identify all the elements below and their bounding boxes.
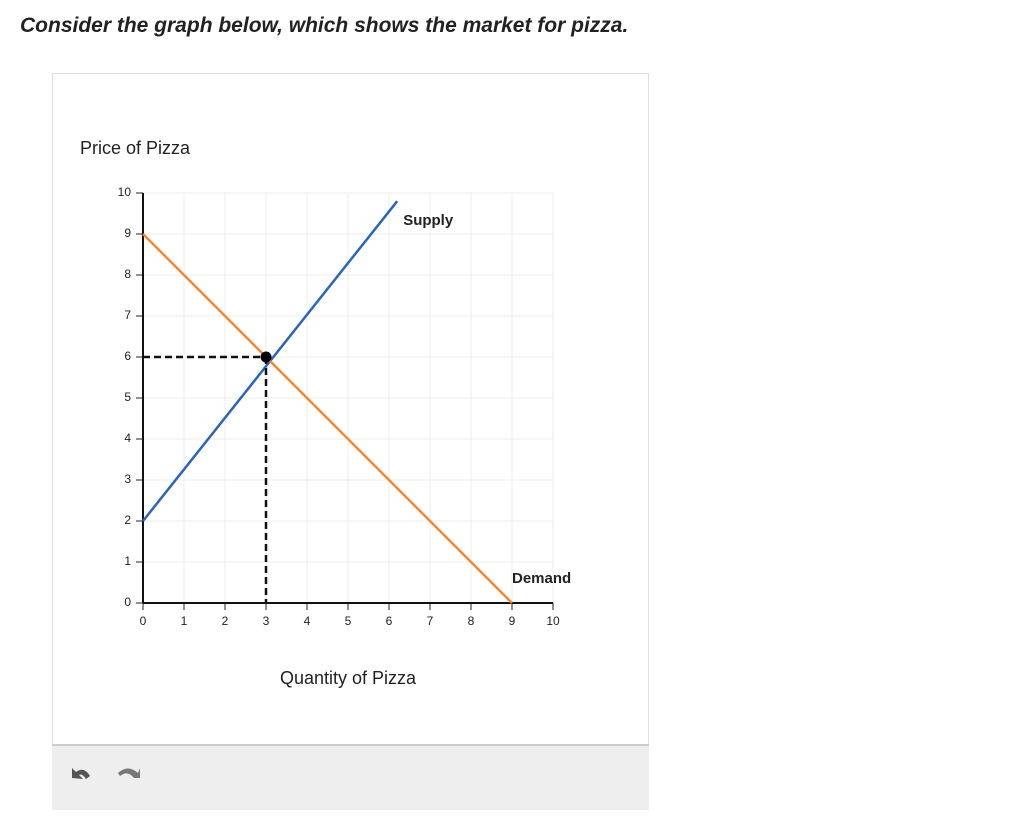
x-tick-label: 4 [304, 614, 311, 628]
y-tick-label: 1 [124, 554, 131, 568]
y-tick-label: 3 [124, 472, 131, 486]
y-tick-label: 5 [124, 390, 131, 404]
equilibrium-point [260, 351, 272, 363]
x-tick-label: 10 [546, 614, 560, 628]
y-tick-label: 6 [124, 349, 131, 363]
x-tick-label: 9 [509, 614, 516, 628]
curve [142, 233, 513, 604]
x-tick-label: 8 [468, 614, 475, 628]
y-tick-label: 8 [124, 267, 131, 281]
x-tick-label: 3 [263, 614, 270, 628]
x-axis-label: Quantity of Pizza [280, 668, 417, 688]
toolbar [52, 744, 649, 810]
y-tick-label: 0 [124, 595, 131, 609]
x-tick-label: 5 [345, 614, 352, 628]
y-tick-label: 7 [124, 308, 131, 322]
redo-button[interactable] [118, 768, 140, 778]
curve-label: Supply [403, 212, 454, 229]
y-tick-label: 4 [124, 431, 131, 445]
x-tick-label: 6 [386, 614, 393, 628]
toolbar-icons [72, 768, 140, 779]
y-tick-label: 2 [124, 513, 131, 527]
undo-button[interactable] [72, 768, 90, 779]
y-tick-label: 10 [118, 185, 132, 199]
x-tick-label: 1 [181, 614, 188, 628]
y-tick-label: 9 [124, 226, 131, 240]
y-axis-label: Price of Pizza [80, 138, 191, 158]
x-tick-label: 0 [140, 614, 147, 628]
x-tick-label: 7 [427, 614, 434, 628]
question: Consider the graph below, which shows th… [20, 14, 629, 37]
curve-label: Demand [512, 570, 571, 587]
x-tick-label: 2 [222, 614, 229, 628]
